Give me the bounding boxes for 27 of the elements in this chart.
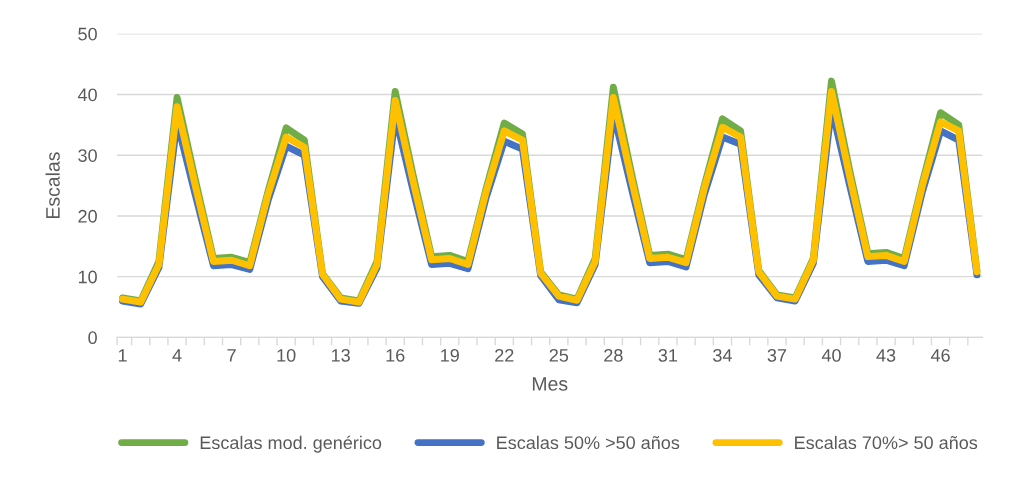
y-tick-label: 40	[77, 88, 97, 102]
x-tick-label: 31	[658, 348, 678, 362]
x-tick-label: 10	[277, 348, 296, 362]
y-axis-title: Escalas	[45, 152, 60, 219]
x-tick-label: 37	[767, 348, 787, 362]
x-tick-label: 28	[604, 348, 623, 362]
x-tick-label: 34	[713, 348, 732, 362]
x-tick-label: 25	[549, 348, 569, 362]
x-tick-label: 22	[495, 348, 514, 362]
x-tick-label: 13	[332, 348, 350, 362]
y-tick-label: 50	[78, 27, 97, 41]
legend-label: Escalas 70%> 50 años	[795, 435, 978, 450]
y-tick-label: 30	[78, 149, 97, 162]
x-tick-label: 4	[172, 349, 182, 362]
x-axis-title: Mes	[532, 377, 568, 391]
x-tick-label: 1	[118, 349, 127, 362]
legend-label: Escalas mod. genérico	[200, 435, 382, 453]
x-tick-label: 16	[386, 348, 405, 362]
y-tick-label: 0	[88, 331, 97, 345]
y-tick-label: 20	[78, 209, 97, 223]
x-tick-label: 7	[227, 349, 236, 362]
x-tick-label: 46	[930, 348, 950, 362]
y-tick-label: 10	[78, 270, 97, 284]
legend-label: Escalas 50% >50 años	[497, 435, 680, 450]
x-tick-label: 43	[876, 348, 896, 362]
x-tick-label: 19	[441, 348, 459, 362]
x-tick-label: 40	[821, 348, 841, 362]
